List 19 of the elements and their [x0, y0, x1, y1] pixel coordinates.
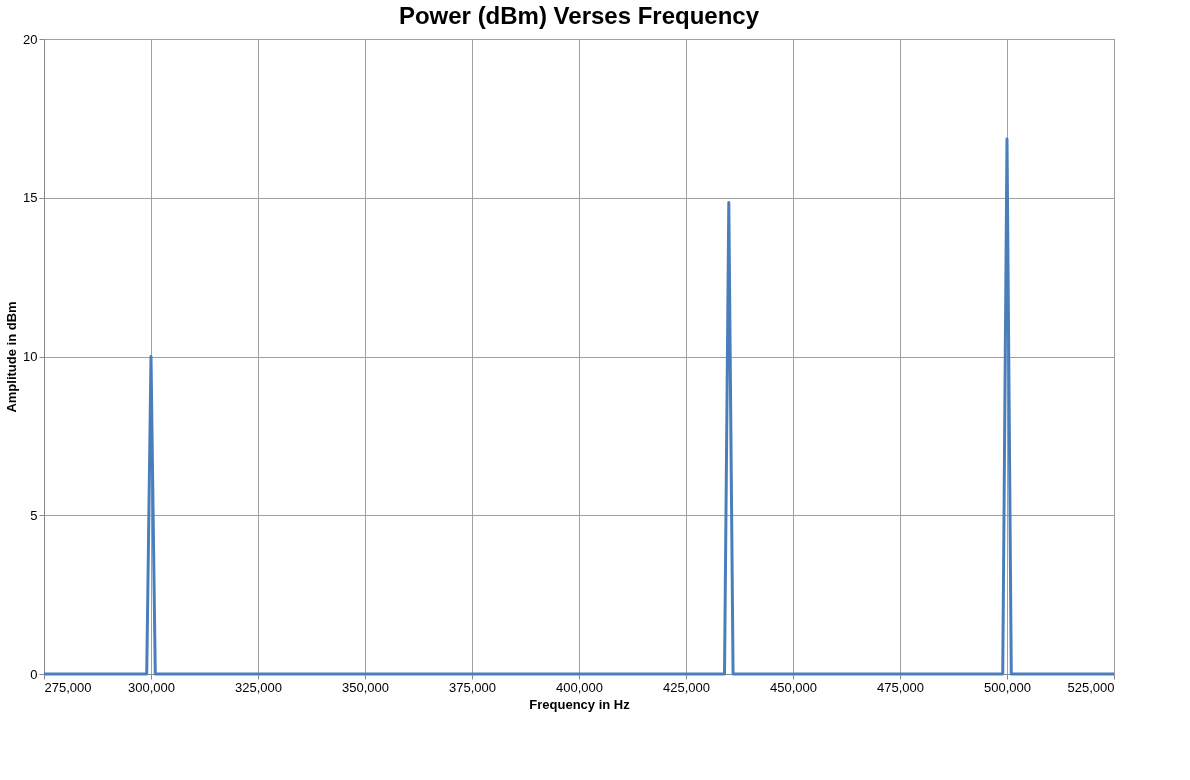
y-tick-label: 15	[23, 190, 38, 206]
x-tick-label: 325,000	[235, 679, 282, 695]
x-tick-label: 475,000	[877, 679, 924, 695]
x-tick-label: 525,000	[1067, 679, 1115, 695]
y-axis-title: Amplitude in dBm	[4, 301, 20, 413]
x-axis-title: Frequency in Hz	[529, 696, 631, 712]
y-tick-label: 20	[23, 31, 38, 47]
y-tick-label: 0	[30, 666, 38, 682]
x-tick-label: 275,000	[44, 679, 92, 695]
x-tick-label: 300,000	[128, 679, 175, 695]
y-tick-label: 5	[30, 507, 38, 523]
x-tick-label: 500,000	[984, 679, 1031, 695]
chart-title: Power (dBm) Verses Frequency	[398, 2, 760, 29]
y-tick-label: 10	[23, 349, 38, 364]
x-tick-label: 375,000	[449, 679, 496, 695]
x-tick-label: 400,000	[556, 679, 603, 695]
x-tick-label: 450,000	[770, 679, 817, 695]
x-tick-label: 350,000	[342, 679, 389, 695]
x-tick-label: 425,000	[663, 679, 710, 695]
